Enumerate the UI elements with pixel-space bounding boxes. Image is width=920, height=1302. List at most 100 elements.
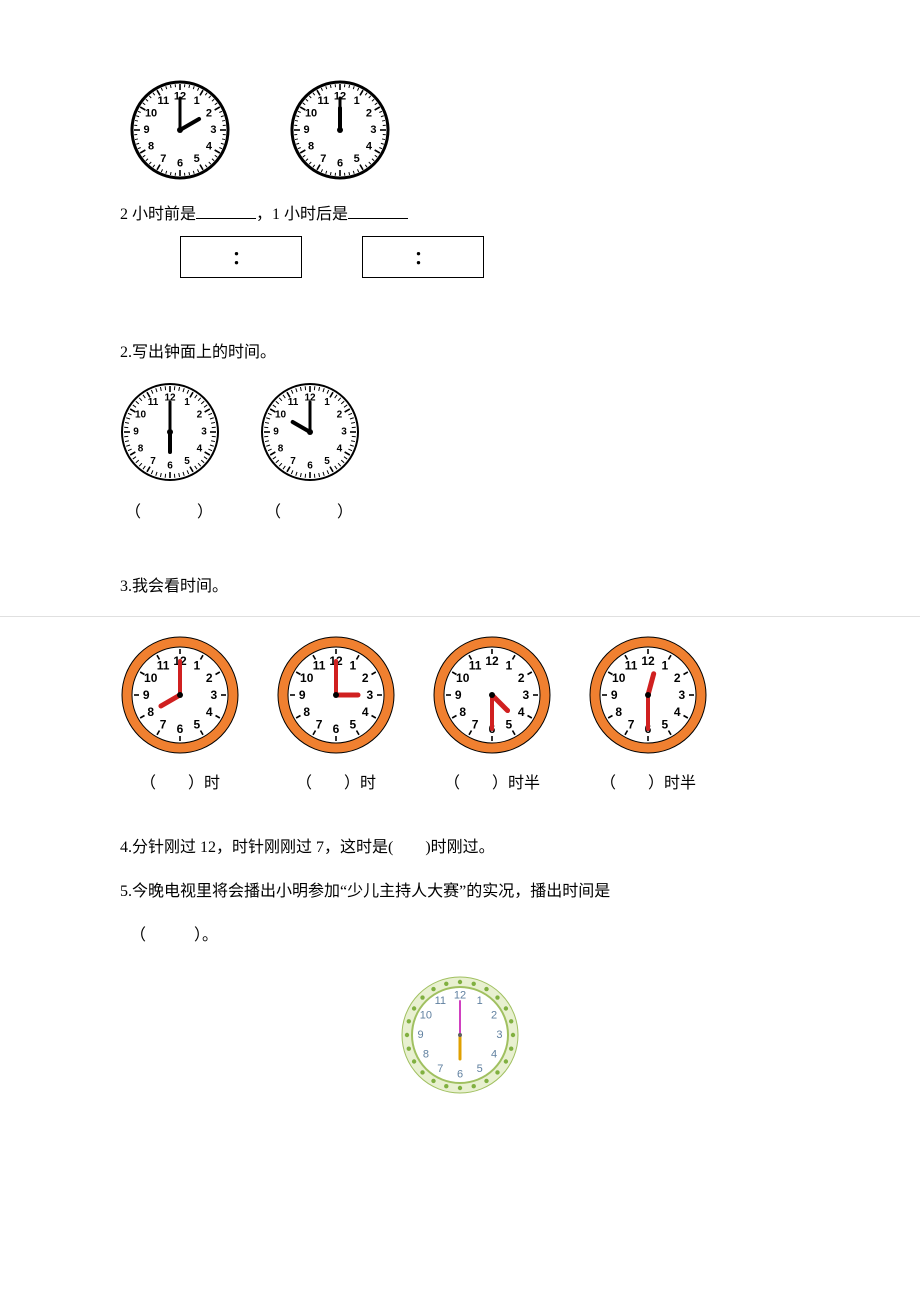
svg-text:5: 5: [477, 1063, 483, 1075]
svg-text:8: 8: [278, 444, 284, 455]
q3-clock-3: 123456789101112: [588, 635, 708, 755]
svg-text:5: 5: [662, 717, 669, 731]
svg-text:5: 5: [324, 456, 330, 467]
q3-label-1[interactable]: （ ）时: [276, 769, 396, 793]
svg-text:1: 1: [354, 95, 360, 107]
q1-blank-a[interactable]: [196, 202, 256, 219]
svg-text:3: 3: [370, 124, 376, 136]
svg-text:11: 11: [157, 95, 169, 107]
svg-text:6: 6: [177, 157, 183, 169]
svg-text:8: 8: [308, 141, 314, 153]
q1-text-a: 2 小时前是: [120, 200, 196, 224]
svg-text:1: 1: [477, 995, 483, 1007]
svg-text:10: 10: [135, 410, 147, 421]
q1-box-a[interactable]: ：: [180, 236, 302, 278]
q5-text-a: 5.今晚电视里将会播出小明参加“少儿主持人大赛”的实况，播出时间是: [120, 877, 800, 901]
svg-text:7: 7: [150, 456, 156, 467]
svg-text:7: 7: [437, 1063, 443, 1075]
svg-text:5: 5: [194, 153, 200, 165]
svg-text:9: 9: [299, 688, 306, 702]
svg-text:10: 10: [144, 671, 158, 685]
svg-text:1: 1: [194, 95, 200, 107]
svg-text:1: 1: [662, 659, 669, 673]
svg-text:11: 11: [469, 659, 482, 673]
svg-text:6: 6: [177, 722, 184, 736]
q3-label-row: （ ）时 （ ）时 （ ）时半 （ ）时半: [120, 769, 800, 793]
svg-text:5: 5: [506, 717, 513, 731]
q4-text: 4.分针刚过 12，时针刚刚过 7，这时是( )时刚过。: [120, 833, 800, 857]
q3-label-2[interactable]: （ ）时半: [432, 769, 552, 793]
svg-text:9: 9: [133, 427, 139, 438]
svg-text:3: 3: [341, 427, 347, 438]
svg-text:10: 10: [275, 410, 287, 421]
svg-text:3: 3: [201, 427, 207, 438]
svg-text:9: 9: [143, 688, 150, 702]
svg-text:3: 3: [496, 1029, 502, 1041]
svg-text:2: 2: [197, 410, 203, 421]
svg-text:10: 10: [145, 107, 157, 119]
q3-clock-2: 123456789101112: [432, 635, 552, 755]
svg-text:12: 12: [485, 654, 499, 668]
svg-text:8: 8: [423, 1049, 429, 1061]
svg-text:6: 6: [457, 1068, 463, 1080]
svg-text:8: 8: [459, 705, 466, 719]
q2-blank-a[interactable]: （ ）: [120, 498, 220, 522]
svg-text:1: 1: [350, 659, 357, 673]
svg-text:12: 12: [454, 990, 466, 1002]
svg-text:11: 11: [313, 659, 326, 673]
svg-text:6: 6: [167, 461, 173, 472]
q1-clock-a: 123456789101112: [130, 80, 230, 180]
q2-clock-a: 123456789101112: [120, 382, 220, 482]
q3-clock-row: 1234567891011121234567891011121234567891…: [120, 635, 800, 755]
svg-text:9: 9: [304, 124, 310, 136]
q1-box-b[interactable]: ：: [362, 236, 484, 278]
svg-text:4: 4: [674, 705, 681, 719]
q3-clock-0: 123456789101112: [120, 635, 240, 755]
svg-text:9: 9: [418, 1029, 424, 1041]
q3-label-3[interactable]: （ ）时半: [588, 769, 708, 793]
svg-text:1: 1: [184, 397, 190, 408]
svg-text:4: 4: [206, 141, 213, 153]
q5-text-b[interactable]: （ ）。: [130, 921, 800, 945]
svg-text:11: 11: [148, 397, 159, 408]
svg-text:2: 2: [206, 107, 212, 119]
svg-text:5: 5: [350, 717, 357, 731]
svg-text:7: 7: [160, 153, 166, 165]
svg-text:11: 11: [157, 659, 170, 673]
svg-text:8: 8: [148, 141, 154, 153]
svg-text:2: 2: [518, 671, 525, 685]
svg-text:2: 2: [206, 671, 213, 685]
svg-text:11: 11: [625, 659, 638, 673]
svg-text:4: 4: [197, 444, 203, 455]
q2-heading: 2.写出钟面上的时间。: [120, 338, 800, 362]
svg-text:3: 3: [210, 688, 217, 702]
svg-text:11: 11: [435, 995, 446, 1007]
svg-text:6: 6: [333, 722, 340, 736]
svg-text:10: 10: [420, 1009, 432, 1021]
svg-text:7: 7: [628, 717, 635, 731]
svg-text:8: 8: [138, 444, 144, 455]
q1-clock-b: 123456789101112: [290, 80, 390, 180]
svg-text:8: 8: [303, 705, 310, 719]
q2-blank-b[interactable]: （ ）: [260, 498, 360, 522]
svg-text:8: 8: [615, 705, 622, 719]
svg-text:11: 11: [317, 95, 329, 107]
svg-text:9: 9: [455, 688, 462, 702]
svg-text:1: 1: [506, 659, 513, 673]
svg-text:5: 5: [354, 153, 360, 165]
svg-text:7: 7: [472, 717, 479, 731]
q3-clock-1: 123456789101112: [276, 635, 396, 755]
separator: [0, 616, 920, 617]
svg-text:7: 7: [290, 456, 296, 467]
svg-text:10: 10: [612, 671, 626, 685]
svg-text:1: 1: [324, 397, 330, 408]
q2-clock-b: 123456789101112: [260, 382, 360, 482]
q3-label-0[interactable]: （ ）时: [120, 769, 240, 793]
svg-text:8: 8: [147, 705, 154, 719]
q5-clock: 123456789101112: [120, 975, 800, 1095]
svg-text:9: 9: [273, 427, 279, 438]
svg-text:4: 4: [337, 444, 343, 455]
q1-comma: ，: [256, 200, 272, 224]
q1-blank-b[interactable]: [348, 202, 408, 219]
svg-text:9: 9: [611, 688, 618, 702]
